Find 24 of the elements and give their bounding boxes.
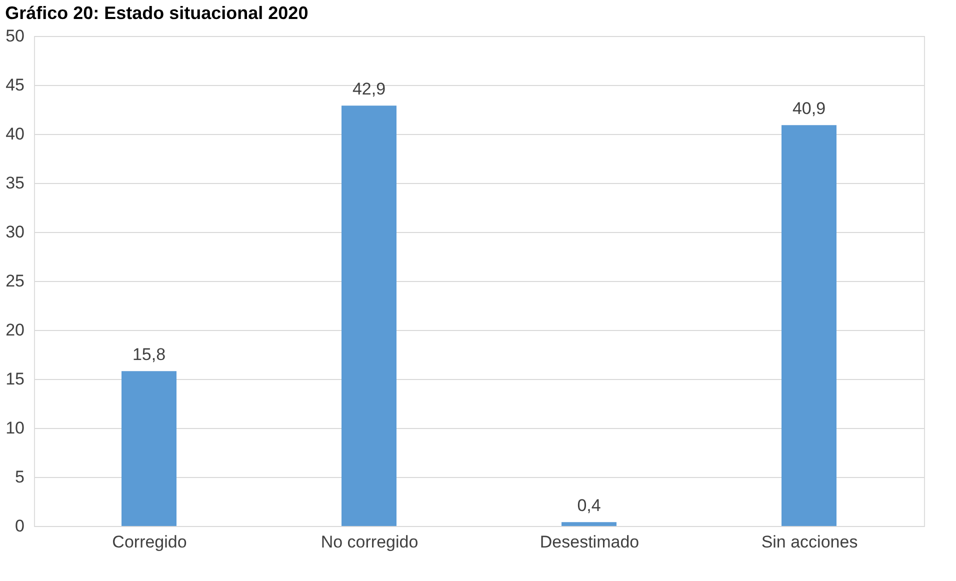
bar <box>562 522 616 526</box>
bar <box>342 106 396 526</box>
y-tick-label: 25 <box>6 272 24 290</box>
x-tick-label: Sin acciones <box>761 532 858 552</box>
bar <box>122 371 176 526</box>
y-tick-label: 45 <box>6 76 24 94</box>
x-tick-label: Desestimado <box>540 532 640 552</box>
y-tick-label: 0 <box>15 516 24 536</box>
y-tick-label: 30 <box>6 222 24 242</box>
y-tick-label: 50 <box>6 26 24 46</box>
y-tick-label: 5 <box>15 468 24 486</box>
chart-title: Gráfico 20: Estado situacional 2020 <box>5 3 308 23</box>
bar <box>782 125 836 526</box>
data-label: 40,9 <box>792 99 826 118</box>
x-tick-label: No corregido <box>320 532 418 552</box>
data-label: 15,8 <box>132 345 166 364</box>
y-tick-label: 10 <box>6 418 24 438</box>
y-tick-label: 15 <box>6 370 24 388</box>
data-label: 0,4 <box>577 496 601 516</box>
y-tick-label: 35 <box>6 174 24 192</box>
data-label: 42,9 <box>352 80 386 99</box>
y-tick-label: 20 <box>6 320 24 340</box>
x-tick-label: Corregido <box>112 532 187 552</box>
y-tick-label: 40 <box>6 124 24 144</box>
